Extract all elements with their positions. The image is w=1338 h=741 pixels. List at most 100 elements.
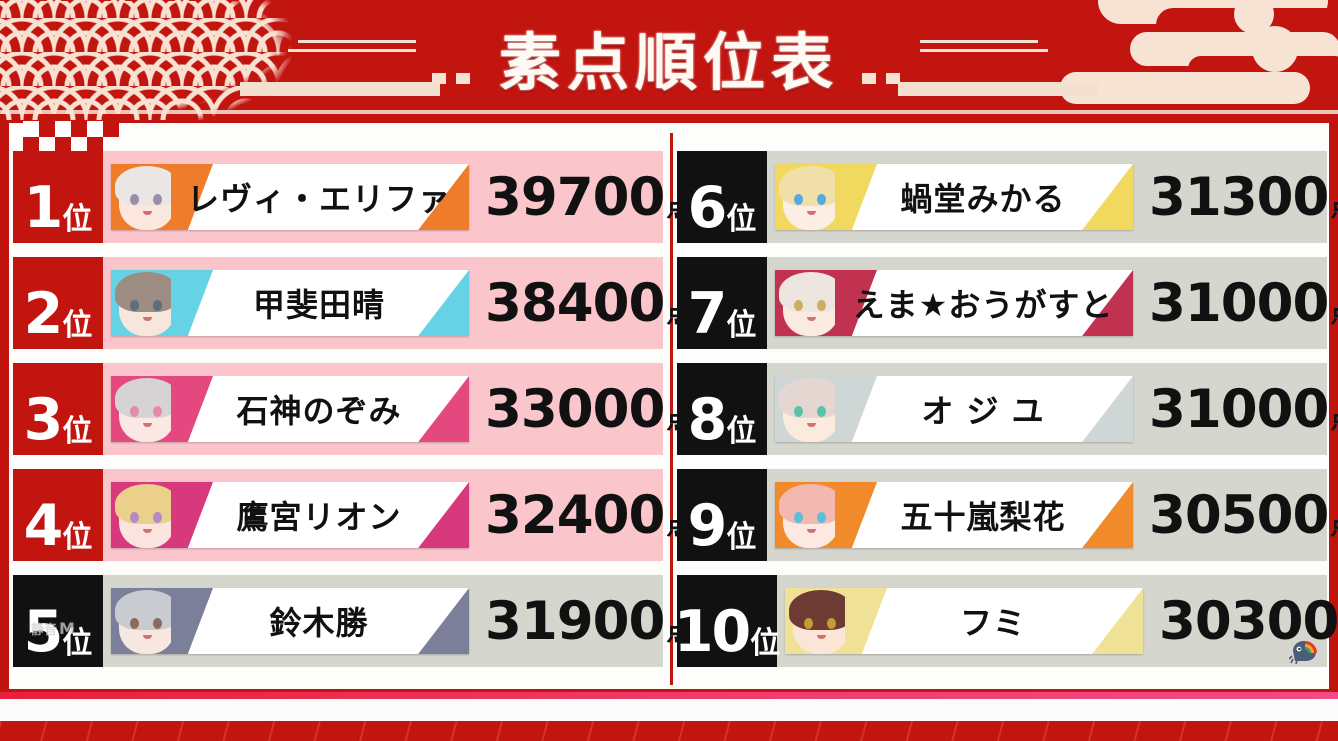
avatar-eye-left	[130, 300, 139, 311]
avatar-eye-left	[130, 406, 139, 417]
avatar-eye-left	[130, 194, 139, 205]
member-name: 五十嵐梨花	[900, 498, 1066, 536]
rank-suffix: 位	[726, 414, 757, 449]
row-body: 五十嵐梨花 30500点	[767, 469, 1338, 561]
avatar-mouth	[807, 211, 816, 215]
avatar-mouth	[143, 423, 152, 427]
rank-suffix: 位	[62, 308, 93, 343]
avatar-hair	[115, 166, 179, 206]
score-value: 31300	[1149, 166, 1329, 228]
player-control-bar: 直播中 HD	[0, 692, 1338, 741]
member-name: フミ	[959, 604, 1026, 642]
avatar-hair	[779, 378, 843, 418]
progress-bar[interactable]	[0, 692, 1338, 699]
japanese-cloud-pattern-icon	[1038, 0, 1338, 120]
ranking-row: 1位 レヴィ・エリファ 39700点	[13, 151, 691, 243]
rank-number: 9	[687, 493, 728, 559]
score: 31900点	[469, 595, 691, 648]
row-body: 鈴木勝 31900点	[103, 575, 691, 667]
avatar-eye-right	[817, 194, 826, 205]
member-name: 鈴木勝	[269, 604, 369, 642]
avatar-eye-right	[153, 406, 162, 417]
ranking-column-left: 1位レヴィ・エリファ39700点2位甲斐田晴38400点3位石神のぞみ33000…	[13, 151, 691, 681]
ranking-row: 9位 五十嵐梨花 30500点	[677, 469, 1338, 561]
score: 31000点	[1133, 383, 1338, 436]
rank-suffix: 位	[62, 414, 93, 449]
avatar	[775, 164, 847, 230]
score: 30500点	[1133, 489, 1338, 542]
rank-badge: 5 位静音 M	[13, 575, 103, 667]
avatar-hair	[115, 590, 179, 630]
avatar-eye-right	[153, 300, 162, 311]
score-value: 39700	[485, 166, 665, 228]
row-body: 甲斐田晴 38400点	[103, 257, 691, 349]
score-unit: 点	[1330, 188, 1338, 224]
score-value: 31900	[485, 590, 665, 652]
avatar-mouth	[807, 317, 816, 321]
member-name-card: えま★おうがすと	[775, 270, 1133, 336]
rank-suffix: 位	[62, 520, 93, 555]
avatar-eye-right	[153, 618, 162, 629]
rank-suffix: 位	[726, 520, 757, 555]
avatar-mouth	[807, 423, 816, 427]
rank-suffix: 位	[726, 308, 757, 343]
row-body: 鷹宮リオン 32400点	[103, 469, 691, 561]
rank-number: 6	[687, 175, 728, 241]
rank-badge: 10 位	[673, 575, 781, 667]
ranking-row: 6位 蝸堂みかる 31300点	[677, 151, 1338, 243]
row-body: 石神のぞみ 33000点	[103, 363, 691, 455]
score-value: 31000	[1149, 272, 1329, 334]
rank-suffix: 位	[750, 626, 781, 661]
avatar-eye-left	[794, 300, 803, 311]
ranking-row: 8位 オ ジ ユ 31000点	[677, 363, 1338, 455]
avatar-eye-right	[153, 512, 162, 523]
avatar-eye-left	[794, 406, 803, 417]
ranking-column-right: 6位蝸堂みかる31300点7位えま★おうがすと31000点8位オ ジ ユ3100…	[673, 151, 1338, 681]
ranking-row: 4位 鷹宮リオン 32400点	[13, 469, 691, 561]
avatar-hair	[115, 272, 179, 312]
player-bar-background	[0, 699, 1338, 721]
rank-number: 2	[23, 281, 64, 347]
rank-number: 3	[23, 387, 64, 453]
score: 32400点	[469, 489, 691, 542]
member-name-card: 蝸堂みかる	[775, 164, 1133, 230]
member-name-card: 鈴木勝	[111, 588, 469, 654]
avatar-eye-left	[794, 194, 803, 205]
avatar-eye-right	[817, 406, 826, 417]
row-body: フミ 30300点	[777, 575, 1338, 667]
ranking-row: 7位 えま★おうがすと 31000点	[677, 257, 1338, 349]
ranking-panel: 1位レヴィ・エリファ39700点2位甲斐田晴38400点3位石神のぞみ33000…	[6, 120, 1338, 692]
avatar-eye-left	[794, 512, 803, 523]
channel-watermark-icon	[1289, 641, 1317, 665]
score: 39700点	[469, 171, 691, 224]
seigaiha-wave-pattern-offset-icon	[0, 1, 420, 120]
member-name: オ ジ ユ	[921, 392, 1045, 430]
score-value: 31000	[1149, 378, 1329, 440]
ranking-row: 10位 フミ 30300点	[673, 575, 1338, 667]
rank-number: 8	[687, 387, 728, 453]
member-name-card: 五十嵐梨花	[775, 482, 1133, 548]
member-name: 鷹宮リオン	[236, 498, 402, 536]
avatar-hair	[789, 590, 853, 630]
avatar-mouth	[807, 529, 816, 533]
avatar-eye-right	[817, 512, 826, 523]
rank-number: 7	[687, 281, 728, 347]
score: 38400点	[469, 277, 691, 330]
score-value: 38400	[485, 272, 665, 334]
score-value: 30500	[1149, 484, 1329, 546]
member-name-card: 甲斐田晴	[111, 270, 469, 336]
avatar-eye-left	[130, 512, 139, 523]
avatar-hair	[779, 484, 843, 524]
rank-suffix: 位	[62, 202, 93, 237]
rank-number: 10	[673, 599, 751, 665]
member-name: 石神のぞみ	[236, 392, 402, 430]
avatar-eye-right	[817, 300, 826, 311]
row-body: えま★おうがすと 31000点	[767, 257, 1338, 349]
